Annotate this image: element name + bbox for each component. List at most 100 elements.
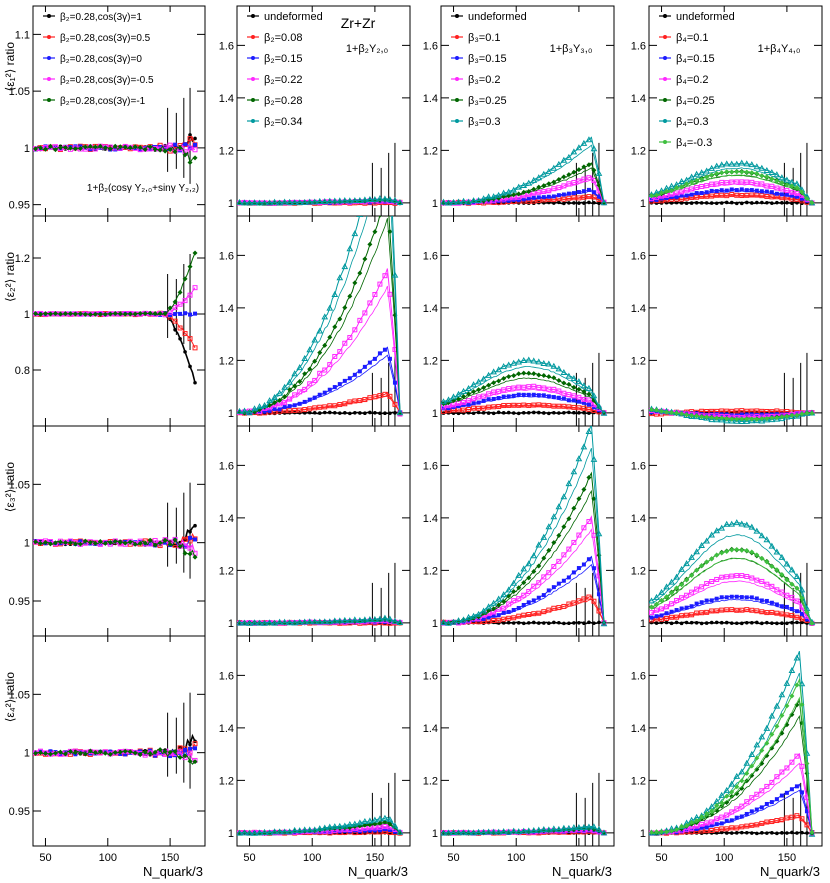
data-point [521,411,526,415]
data-point [187,292,193,298]
x-tick-label: 50 [655,852,667,864]
data-point [117,311,123,317]
data-point [536,184,542,190]
data-point [709,598,714,603]
data-point [567,410,571,415]
data-point [511,373,517,379]
data-point [759,173,765,179]
data-point [525,827,533,834]
data-point [556,581,561,586]
legend-entry-2: β₂=0.28,cos(3γ)=0 [60,54,142,65]
data-point [491,396,496,401]
data-point [500,591,508,598]
y-axis-label: ⟨ε₃²⟩ ratio [3,462,17,513]
y-tick-label: 1.1 [15,29,30,41]
data-point [167,147,173,153]
data-point [391,822,399,829]
data-point [187,264,193,270]
data-point [804,610,810,616]
data-point [561,390,567,396]
data-point [719,830,724,835]
data-point [152,146,158,152]
data-point [577,621,581,625]
data-point [67,748,73,754]
data-point [371,615,379,622]
data-point [396,618,404,626]
data-point [107,146,113,152]
data-point [758,417,766,424]
data-point [654,614,659,619]
data-point [754,596,759,601]
data-point [37,750,43,756]
panel-annotation: 1+β₃Y₃,₀ [550,43,593,55]
y-tick-label: 1 [24,309,30,321]
data-point [561,524,567,530]
data-point [724,549,730,555]
data-point [346,617,354,624]
series-band-5 [651,534,813,623]
data-point [346,821,354,828]
data-point [739,547,745,553]
data-point [764,598,769,603]
data-point [728,160,736,167]
data-point [793,572,801,579]
data-point [709,823,714,828]
data-point [775,621,779,626]
data-point [541,189,547,195]
y-tick-label: 1 [432,828,438,840]
data-point [446,406,451,411]
data-point [668,578,675,585]
y-tick-label: 1.4 [219,723,234,735]
data-point [331,617,339,624]
y-axis-label: ⟨ε₁²⟩ ratio [3,42,17,92]
data-point [342,340,348,346]
data-point [33,311,38,317]
data-point [153,753,158,758]
series-band-5 [239,216,401,414]
data-point [555,503,563,510]
data-point [768,712,776,719]
data-point [496,378,502,384]
data-point [663,583,670,590]
data-point [566,404,572,410]
data-point [187,750,193,756]
data-point [748,523,756,530]
data-point [749,773,755,779]
data-point [501,387,507,393]
data-point [322,410,327,415]
legend-entry-4: β₄=0.25 [676,95,715,107]
data-point [182,298,188,304]
data-point [729,594,734,599]
data-point [341,822,349,829]
series-band-3 [443,528,605,624]
data-point [506,410,511,415]
data-point [122,540,128,546]
data-point [749,763,755,769]
data-point [501,394,506,399]
y-tick-label: 1 [228,198,234,210]
y-tick-label: 1.4 [423,93,438,105]
data-group [33,87,198,184]
data-point [581,396,587,402]
data-point [556,193,561,198]
data-point [649,407,655,413]
data-point [654,607,660,613]
data-point [581,400,586,405]
data-point [600,620,608,627]
data-point [367,360,372,365]
data-point [556,388,562,394]
data-point [546,181,552,187]
data-point [739,169,745,175]
data-point [251,829,258,836]
data-point [372,292,378,298]
data-point [560,156,568,163]
data-point [352,372,357,377]
data-point [377,133,382,138]
y-tick-label: 1.2 [219,355,234,367]
data-point [724,200,729,205]
y-tick-label: 1.05 [9,479,30,491]
data-point [794,598,800,604]
data-point [490,368,498,375]
data-point [48,749,53,754]
